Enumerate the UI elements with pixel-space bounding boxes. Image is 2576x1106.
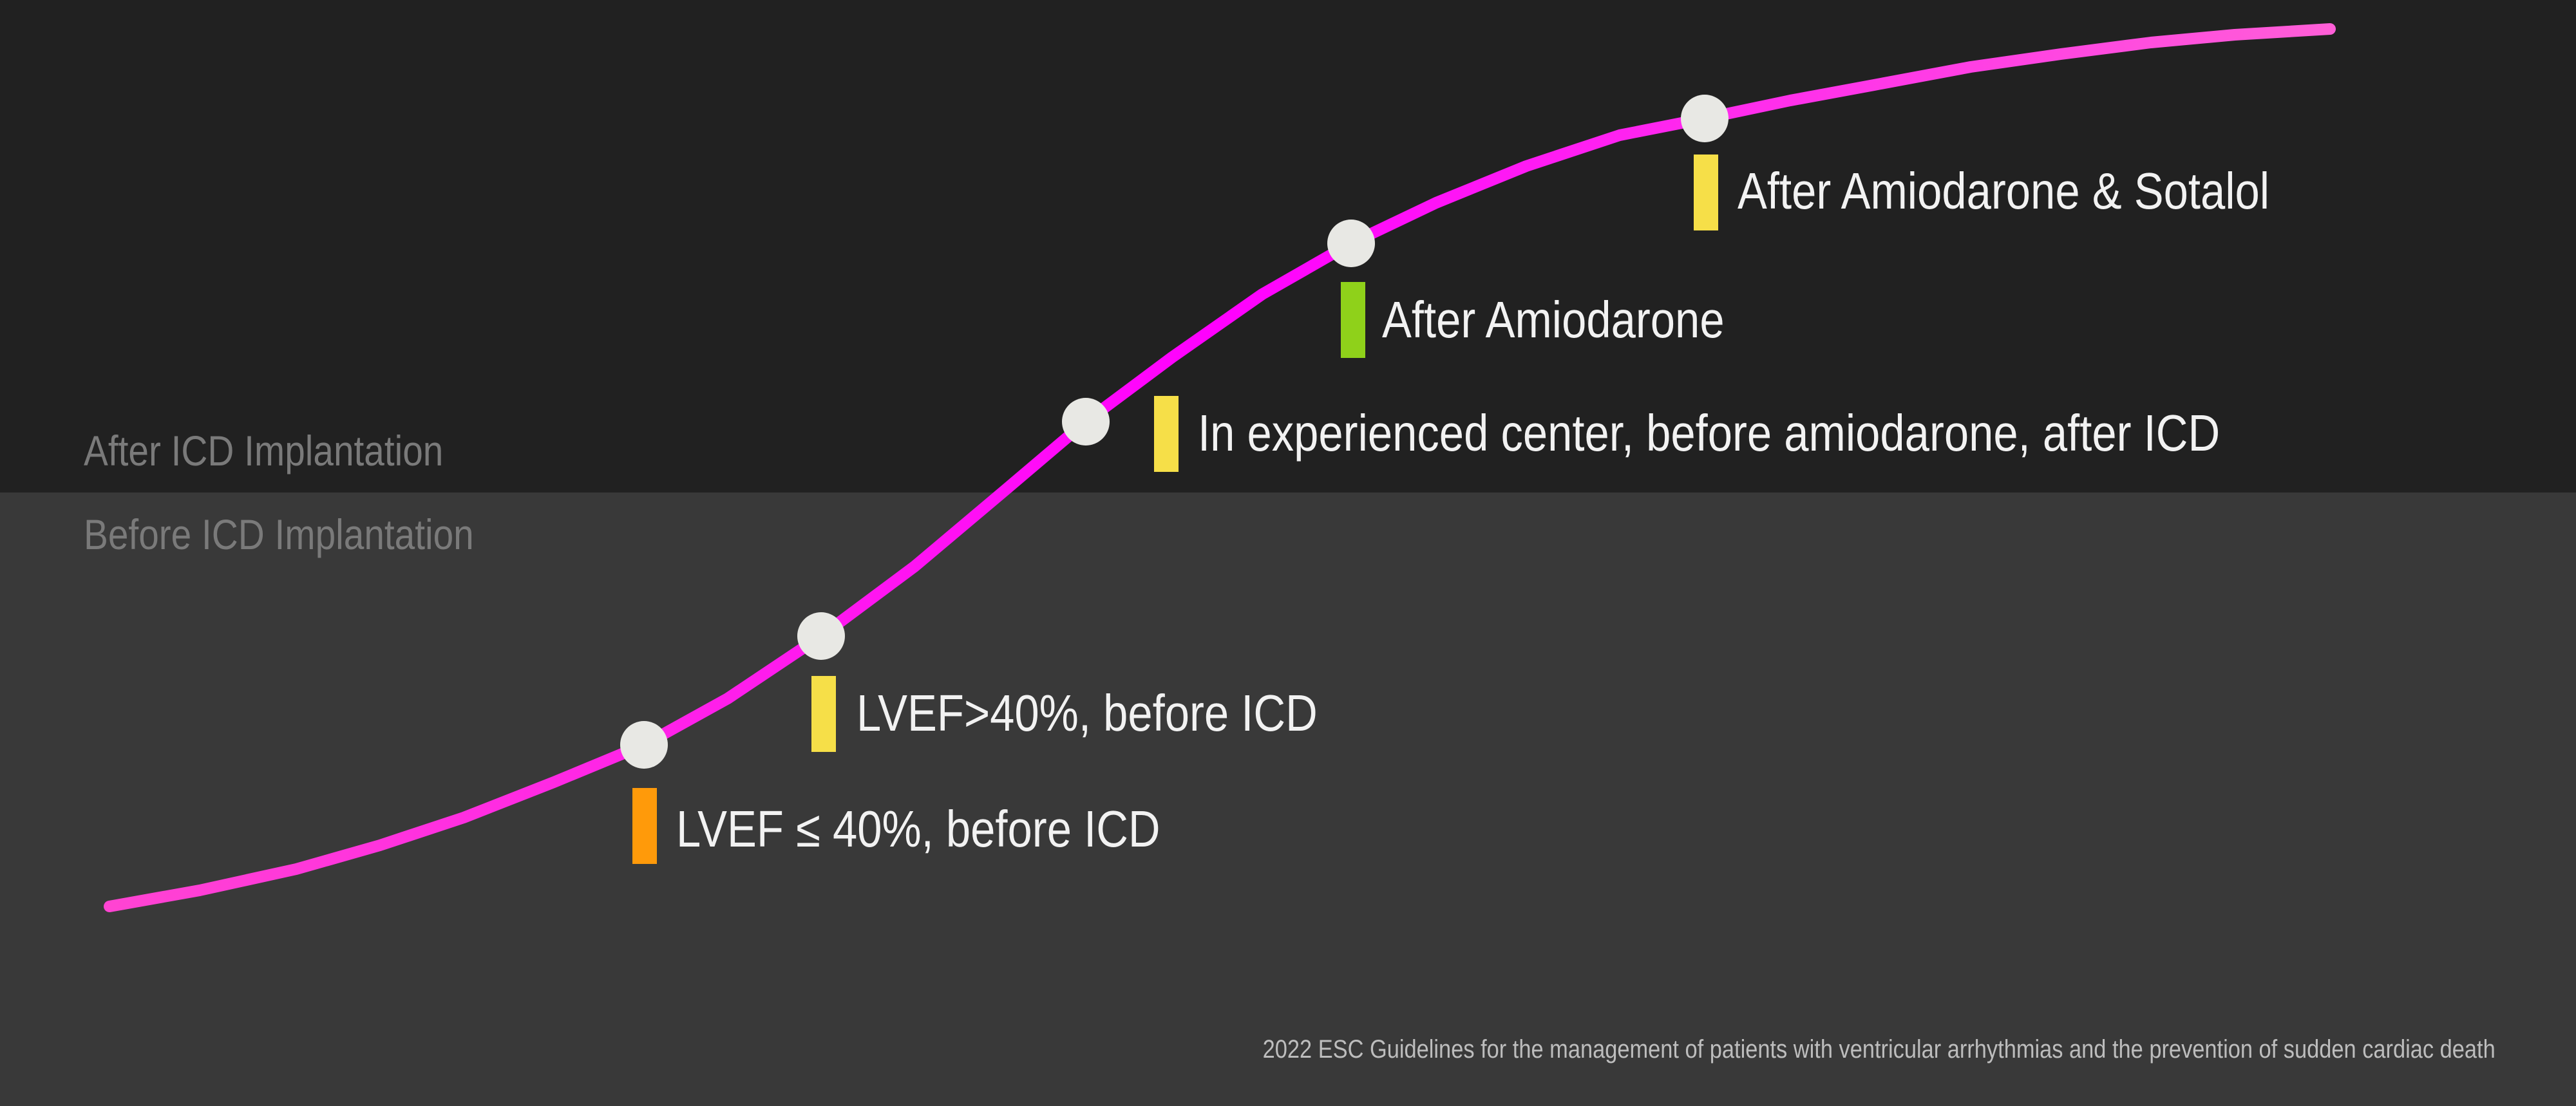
marker-bar-after-amiodarone <box>1341 282 1365 358</box>
node-after-amiodarone-sotalol <box>1681 95 1728 142</box>
milestone-label-lvef-below-40: LVEF ≤ 40%, before ICD <box>676 800 1160 858</box>
marker-bar-lvef-below-40 <box>632 788 657 864</box>
progression-curve <box>104 23 2336 912</box>
milestone-nodes <box>620 95 1728 769</box>
milestone-label-after-amiodarone-sotalol: After Amiodarone & Sotalol <box>1738 162 2270 220</box>
after-icd-zone <box>0 0 2576 492</box>
node-after-amiodarone <box>1327 220 1375 267</box>
before-icd-zone <box>0 492 2576 1106</box>
node-lvef-above-40 <box>797 612 845 660</box>
marker-bar-lvef-above-40 <box>811 676 836 752</box>
marker-bar-after-amiodarone-sotalol <box>1694 155 1718 230</box>
before-icd-label: Before ICD Implantation <box>84 511 474 558</box>
milestone-label-experienced-center: In experienced center, before amiodarone… <box>1198 404 2221 462</box>
node-experienced-center <box>1062 398 1110 445</box>
after-icd-label: After ICD Implantation <box>84 427 444 474</box>
node-lvef-below-40 <box>620 721 668 769</box>
source-footnote: 2022 ESC Guidelines for the management o… <box>1262 1035 2496 1064</box>
marker-bar-experienced-center <box>1154 396 1179 472</box>
milestone-label-after-amiodarone: After Amiodarone <box>1382 291 1725 348</box>
milestone-label-lvef-above-40: LVEF>40%, before ICD <box>857 684 1318 742</box>
